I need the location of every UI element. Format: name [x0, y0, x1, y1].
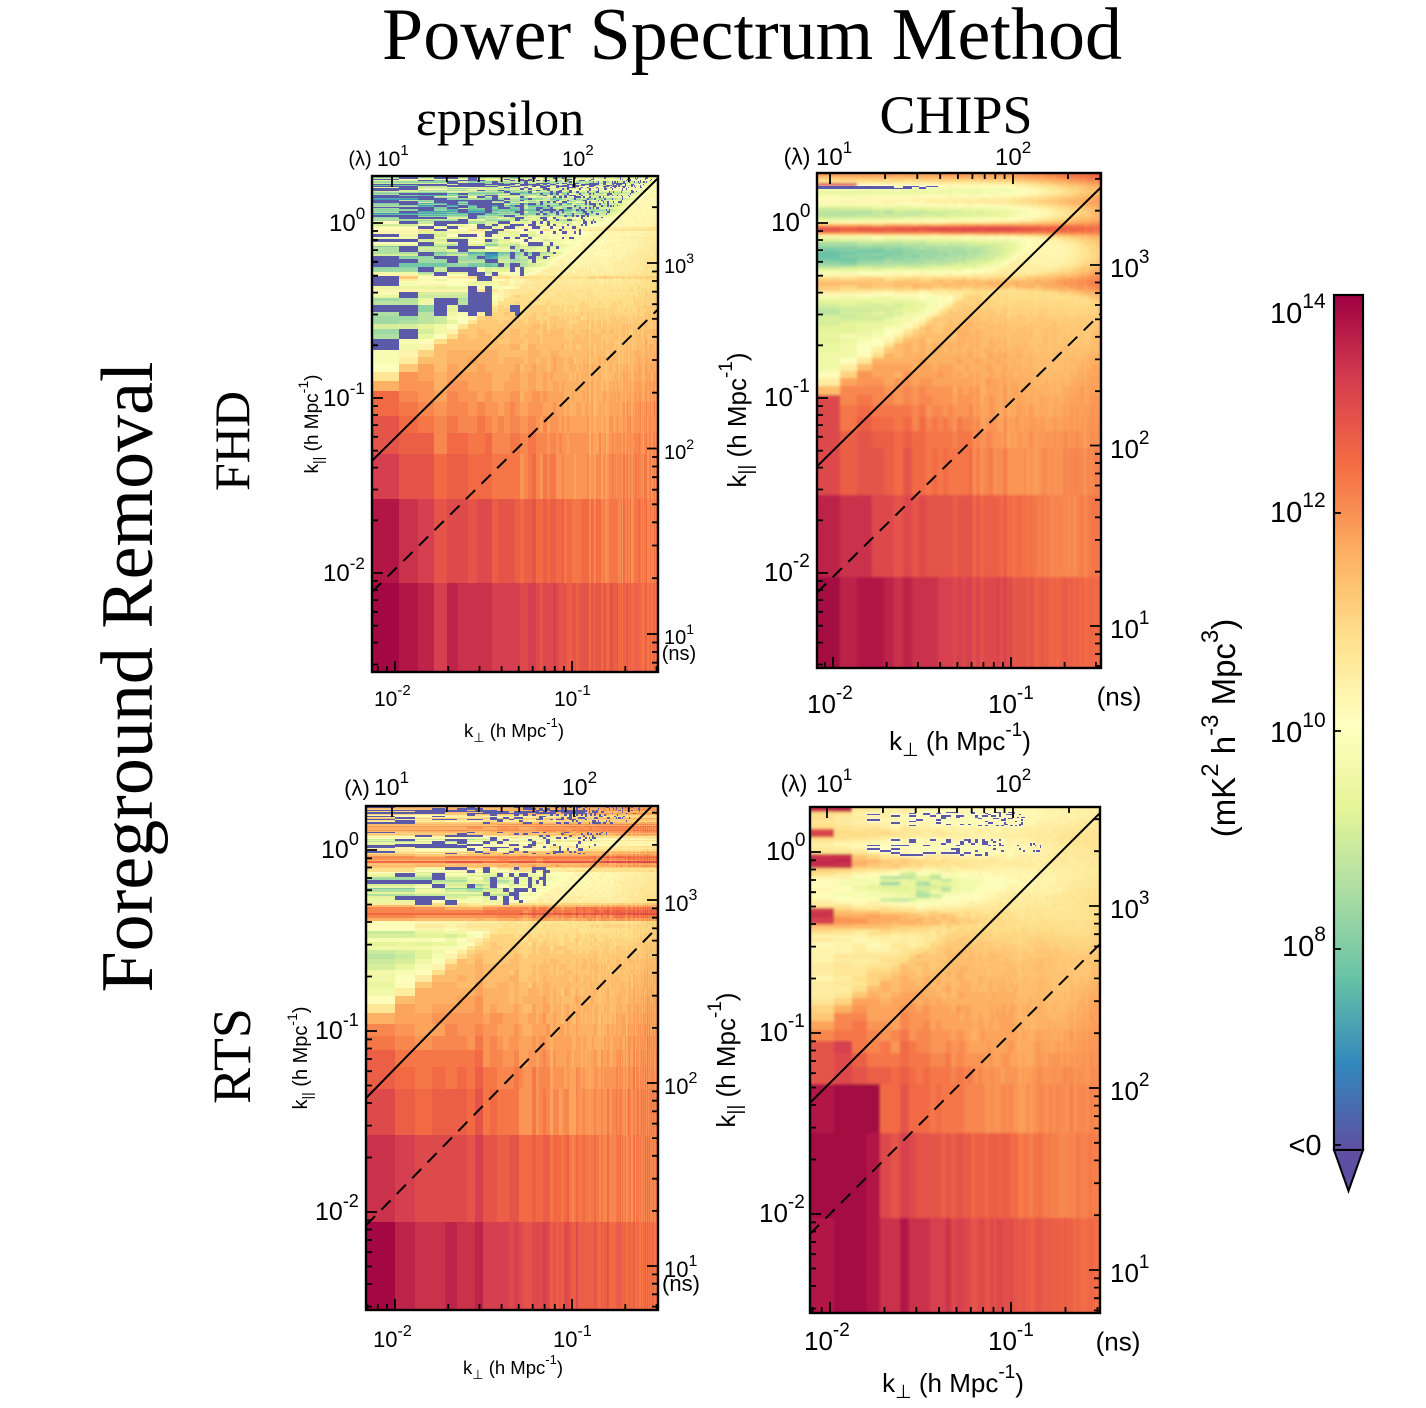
svg-text:(λ): (λ) — [348, 149, 371, 171]
svg-text:k|| (h Mpc-1): k|| (h Mpc-1) — [284, 1006, 315, 1109]
svg-text:FHD: FHD — [204, 391, 260, 491]
svg-text:k|| (h Mpc-1): k|| (h Mpc-1) — [716, 352, 757, 487]
svg-text:(λ): (λ) — [781, 771, 808, 797]
svg-text:(λ): (λ) — [784, 144, 811, 170]
svg-text:103: 103 — [1110, 888, 1150, 924]
svg-text:k⊥ (h Mpc-1): k⊥ (h Mpc-1) — [882, 1362, 1024, 1403]
svg-text:(ns): (ns) — [1097, 681, 1142, 711]
svg-text:εppsilon: εppsilon — [416, 90, 584, 146]
svg-text:<0: <0 — [1288, 1130, 1321, 1162]
svg-text:(mK2 h-3 Mpc3): (mK2 h-3 Mpc3) — [1197, 619, 1242, 838]
svg-text:(ns): (ns) — [1096, 1326, 1141, 1356]
svg-text:(ns): (ns) — [662, 643, 696, 665]
svg-text:Power Spectrum Method: Power Spectrum Method — [382, 0, 1122, 76]
svg-text:CHIPS: CHIPS — [879, 85, 1032, 145]
svg-text:(ns): (ns) — [662, 1271, 700, 1296]
svg-text:RTS: RTS — [202, 1008, 262, 1104]
svg-text:(λ): (λ) — [344, 775, 370, 800]
svg-text:Foreground Removal: Foreground Removal — [87, 362, 169, 993]
